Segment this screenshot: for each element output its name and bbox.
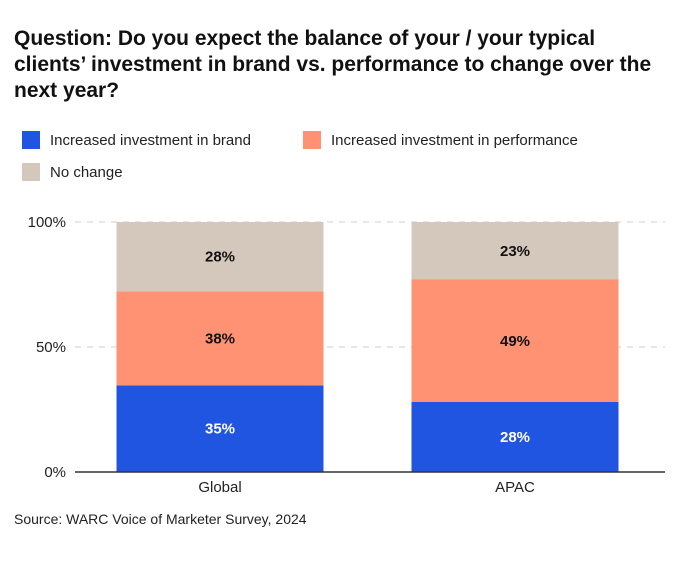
legend-swatch-no-change (22, 163, 40, 181)
legend-item-performance: Increased investment in performance (303, 130, 578, 150)
x-tick-label-global: Global (198, 479, 241, 496)
y-tick-label-100: 100% (28, 214, 66, 231)
y-tick-label-50: 50% (36, 339, 66, 356)
source-note: Source: WARC Voice of Marketer Survey, 2… (14, 511, 307, 527)
data-label-apac-increased-investment-in-brand: 28% (500, 429, 530, 446)
chart-title: Question: Do you expect the balance of y… (14, 27, 652, 102)
bar-apac-no-change (411, 222, 619, 280)
data-label-global-increased-investment-in-performance: 38% (205, 330, 235, 347)
x-tick-label-apac: APAC (495, 479, 535, 496)
bars: 35% 38% 28% 28% 49% 23% (116, 222, 619, 472)
data-label-global-increased-investment-in-brand: 35% (205, 421, 235, 438)
legend-swatch-performance (303, 131, 321, 149)
stacked-bar-chart: 35% 38% 28% 28% 49% 23% 0% 50% 100% Global APAC (28, 214, 665, 496)
legend-label-no-change: No change (50, 163, 123, 181)
legend-label-brand: Increased investment in brand (50, 131, 251, 149)
bar-global-no-change (116, 222, 324, 292)
axes: 0% 50% 100% Global APAC (28, 214, 665, 496)
data-label-apac-no-change: 23% (500, 243, 530, 260)
bar-apac-increased-investment-in-brand (411, 402, 619, 472)
bar-global-increased-investment-in-brand (116, 385, 324, 472)
data-label-apac-increased-investment-in-performance: 49% (500, 333, 530, 350)
legend-item-no-change: No change (22, 162, 123, 182)
legend-swatch-brand (22, 131, 40, 149)
legend: Increased investment in brand Increased … (22, 128, 682, 188)
legend-item-brand: Increased investment in brand (22, 130, 251, 150)
y-tick-label-0: 0% (44, 464, 66, 481)
data-label-global-no-change: 28% (205, 249, 235, 266)
bar-apac-increased-investment-in-performance (411, 279, 619, 402)
legend-label-performance: Increased investment in performance (331, 131, 578, 149)
bar-global-increased-investment-in-performance (116, 291, 324, 386)
